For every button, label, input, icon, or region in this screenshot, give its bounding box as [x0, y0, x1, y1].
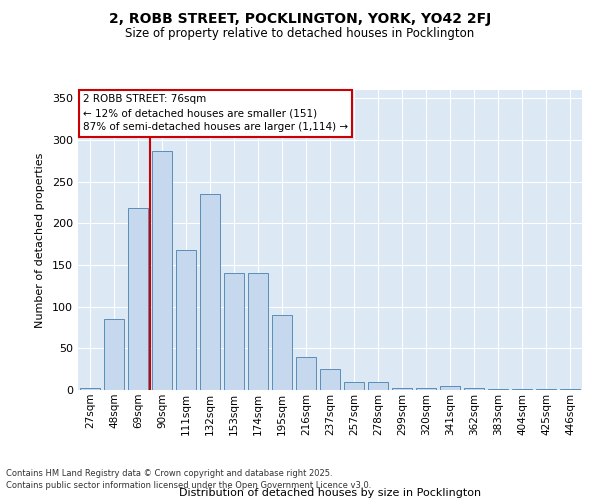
Text: 2 ROBB STREET: 76sqm
← 12% of detached houses are smaller (151)
87% of semi-deta: 2 ROBB STREET: 76sqm ← 12% of detached h… — [83, 94, 348, 132]
Bar — [248, 274, 268, 390]
Bar — [320, 369, 340, 390]
Bar — [128, 208, 148, 390]
Bar — [272, 315, 292, 390]
Bar — [176, 250, 196, 390]
Text: Contains public sector information licensed under the Open Government Licence v3: Contains public sector information licen… — [6, 481, 371, 490]
Y-axis label: Number of detached properties: Number of detached properties — [35, 152, 45, 328]
Bar — [200, 194, 220, 390]
Text: Contains HM Land Registry data © Crown copyright and database right 2025.: Contains HM Land Registry data © Crown c… — [6, 468, 332, 477]
Text: Size of property relative to detached houses in Pocklington: Size of property relative to detached ho… — [125, 28, 475, 40]
Bar — [440, 386, 460, 390]
Bar — [488, 389, 508, 390]
Bar — [560, 389, 580, 390]
Bar — [80, 388, 100, 390]
Bar — [512, 389, 532, 390]
Bar — [392, 388, 412, 390]
Bar — [464, 388, 484, 390]
Bar — [416, 388, 436, 390]
Bar — [152, 151, 172, 390]
Bar — [296, 356, 316, 390]
X-axis label: Distribution of detached houses by size in Pocklington: Distribution of detached houses by size … — [179, 488, 481, 498]
Bar — [344, 382, 364, 390]
Bar — [224, 274, 244, 390]
Bar — [536, 389, 556, 390]
Bar — [368, 382, 388, 390]
Text: 2, ROBB STREET, POCKLINGTON, YORK, YO42 2FJ: 2, ROBB STREET, POCKLINGTON, YORK, YO42 … — [109, 12, 491, 26]
Bar — [104, 319, 124, 390]
